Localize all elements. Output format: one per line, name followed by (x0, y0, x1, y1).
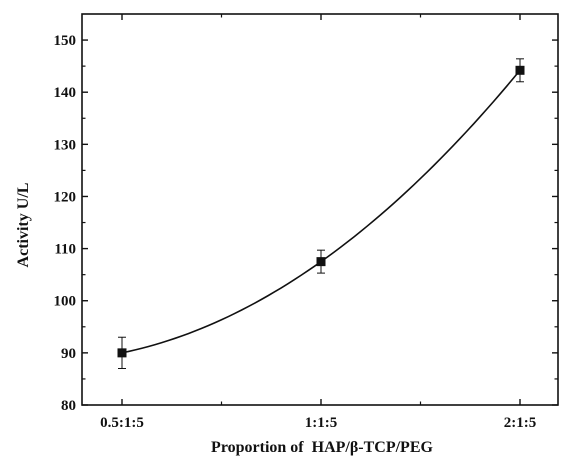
plot-frame (81, 13, 559, 406)
plot-border (81, 13, 559, 406)
y-axis-ticks: 80 90 100 110 120 130 140 150 (54, 33, 558, 414)
y-axis-label: Activity U/L (15, 183, 32, 268)
x-tick-label: 1:1:5 (305, 415, 338, 431)
y-tick-label: 130 (54, 137, 77, 153)
y-tick-label: 120 (54, 189, 77, 205)
series-line (121, 69, 521, 354)
y-tick-label: 100 (54, 294, 77, 310)
x-tick-label: 2:1:5 (504, 415, 537, 431)
data-point (515, 65, 525, 75)
series-group (117, 58, 525, 370)
data-point (316, 257, 326, 267)
data-point (117, 348, 127, 358)
y-tick-label: 150 (54, 33, 77, 49)
y-tick-label: 90 (61, 346, 76, 362)
x-tick-label: 0.5:1:5 (100, 415, 144, 431)
y-tick-label: 80 (61, 398, 76, 414)
y-tick-label: 140 (54, 85, 77, 101)
y-tick-label: 110 (54, 242, 76, 258)
x-axis-ticks: 0.5:1:5 1:1:5 2:1:5 (100, 14, 536, 431)
x-axis-label: Proportion of HAP/β-TCP/PEG (211, 439, 433, 456)
